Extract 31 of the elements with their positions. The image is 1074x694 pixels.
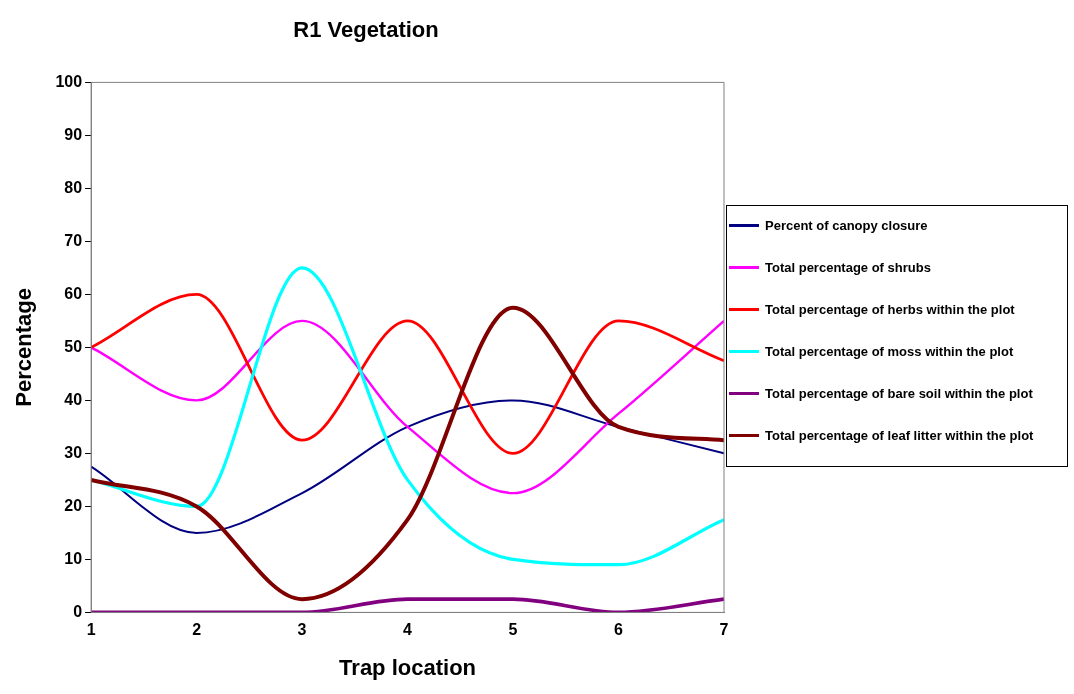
y-tick-label: 0	[73, 602, 83, 620]
line-series	[91, 319, 724, 495]
x-axis-title: Trap location	[339, 654, 477, 680]
y-tick-label: 70	[64, 231, 83, 249]
legend-label: Total percentage of bare soil within the plot	[765, 386, 1033, 401]
y-tick-label: 10	[64, 549, 83, 567]
x-tick-label: 2	[192, 621, 202, 639]
x-tick-label: 3	[297, 621, 307, 639]
x-tick-label: 5	[508, 621, 518, 639]
x-tick-label: 1	[86, 621, 96, 639]
y-tick-label: 90	[64, 125, 83, 143]
legend-label: Percent of canopy closure	[765, 218, 928, 233]
y-tick-label: 100	[55, 72, 83, 90]
x-tick-label: 4	[403, 621, 413, 639]
y-tick-label: 60	[64, 284, 83, 302]
legend-label: Total percentage of leaf litter within the plot	[765, 428, 1034, 443]
y-tick-label: 40	[64, 390, 83, 408]
x-tick-label: 7	[719, 621, 729, 639]
chart-title: R1 Vegetation	[293, 17, 439, 43]
legend-label: Total percentage of shrubs	[765, 260, 931, 275]
y-axis-title: Percentage	[11, 288, 37, 407]
line-series	[91, 293, 724, 455]
line-series	[91, 399, 724, 534]
y-tick-label: 50	[64, 337, 83, 355]
y-tick-label: 20	[64, 496, 83, 514]
legend-label: Total percentage of herbs within the plot	[765, 302, 1015, 317]
y-tick-label: 80	[64, 178, 83, 196]
legend-label: Total percentage of moss within the plot	[765, 344, 1014, 359]
y-tick-label: 30	[64, 443, 83, 461]
line-series	[91, 305, 724, 602]
x-tick-label: 6	[614, 621, 624, 639]
